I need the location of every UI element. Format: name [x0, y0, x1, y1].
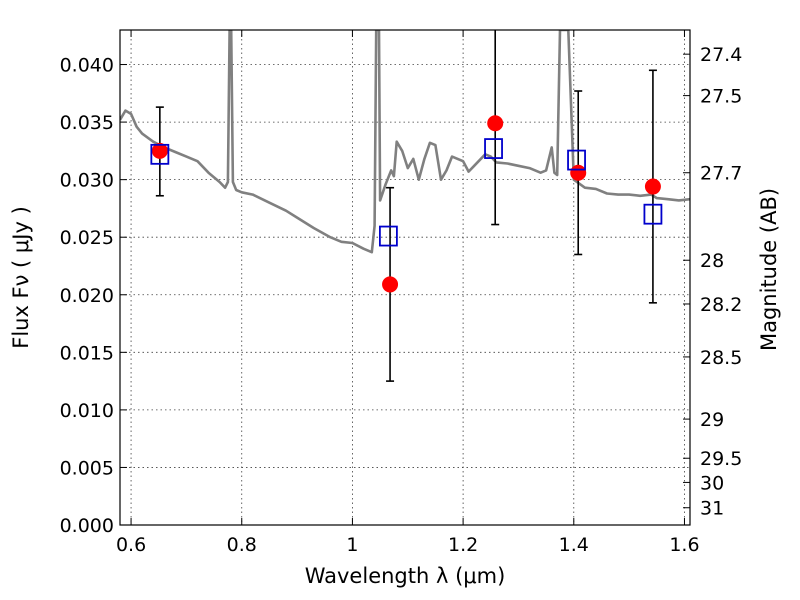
- model-flux-square: [484, 138, 503, 159]
- observed-flux-point: [570, 164, 587, 181]
- x-axis-label: Wavelength λ (μm): [305, 564, 506, 588]
- y-tick-label: 0.020: [60, 285, 114, 307]
- y-tick-label: 0.015: [60, 342, 114, 364]
- x-tick-label: 1.6: [669, 534, 699, 556]
- y-tick-label: 0.030: [60, 170, 114, 192]
- axes: 0.6 0.8 1 1.2 1.4 1.6 0.000 0.005 0.010 0.015 0.02…: [60, 29, 742, 556]
- y-tick-label: 0.005: [60, 457, 114, 479]
- model-flux-square: [643, 203, 663, 225]
- y2-axis-label: Magnitude (AB): [757, 188, 781, 351]
- observed-flux-point: [644, 178, 661, 195]
- y2-tick-label: 30: [700, 472, 724, 494]
- y-tick-label: 0.000: [60, 515, 114, 537]
- y-tick-label: 0.010: [60, 400, 114, 422]
- y2-tick-label: 29: [700, 409, 724, 431]
- observed-flux-point: [382, 276, 399, 293]
- y2-tick-label: 28: [700, 250, 724, 272]
- observed-flux-point: [487, 115, 504, 132]
- model-spectrum-line: [120, 30, 690, 254]
- plot-area: [120, 30, 690, 382]
- y2-tick-label: 29.5: [700, 448, 742, 470]
- y2-tick-label: 27.4: [700, 44, 742, 66]
- observed-flux-point: [151, 142, 168, 159]
- y2-tick-label: 27.7: [700, 163, 742, 185]
- x-tick-label: 1.4: [559, 534, 589, 556]
- x-tick-label: 0.6: [116, 534, 146, 556]
- y2-tick-label: 27.5: [700, 86, 742, 108]
- y2-tick-label: 28.2: [700, 294, 742, 316]
- y-tick-label: 0.035: [60, 112, 114, 134]
- y-tick-label: 0.025: [60, 227, 114, 249]
- plot-frame: [119, 29, 691, 526]
- model-flux-square: [150, 143, 170, 165]
- model-flux-square: [378, 225, 398, 247]
- x-tick-label: 1.2: [448, 534, 478, 556]
- y-axis-label: Flux Fν ( μJy ): [9, 206, 33, 349]
- model-flux-square: [567, 149, 586, 171]
- y-tick-label: 0.040: [60, 55, 114, 77]
- x-tick-label: 0.8: [227, 534, 257, 556]
- y2-tick-label: 31: [700, 498, 724, 520]
- y2-tick-label: 28.5: [700, 347, 742, 369]
- x-tick-label: 1: [346, 534, 358, 556]
